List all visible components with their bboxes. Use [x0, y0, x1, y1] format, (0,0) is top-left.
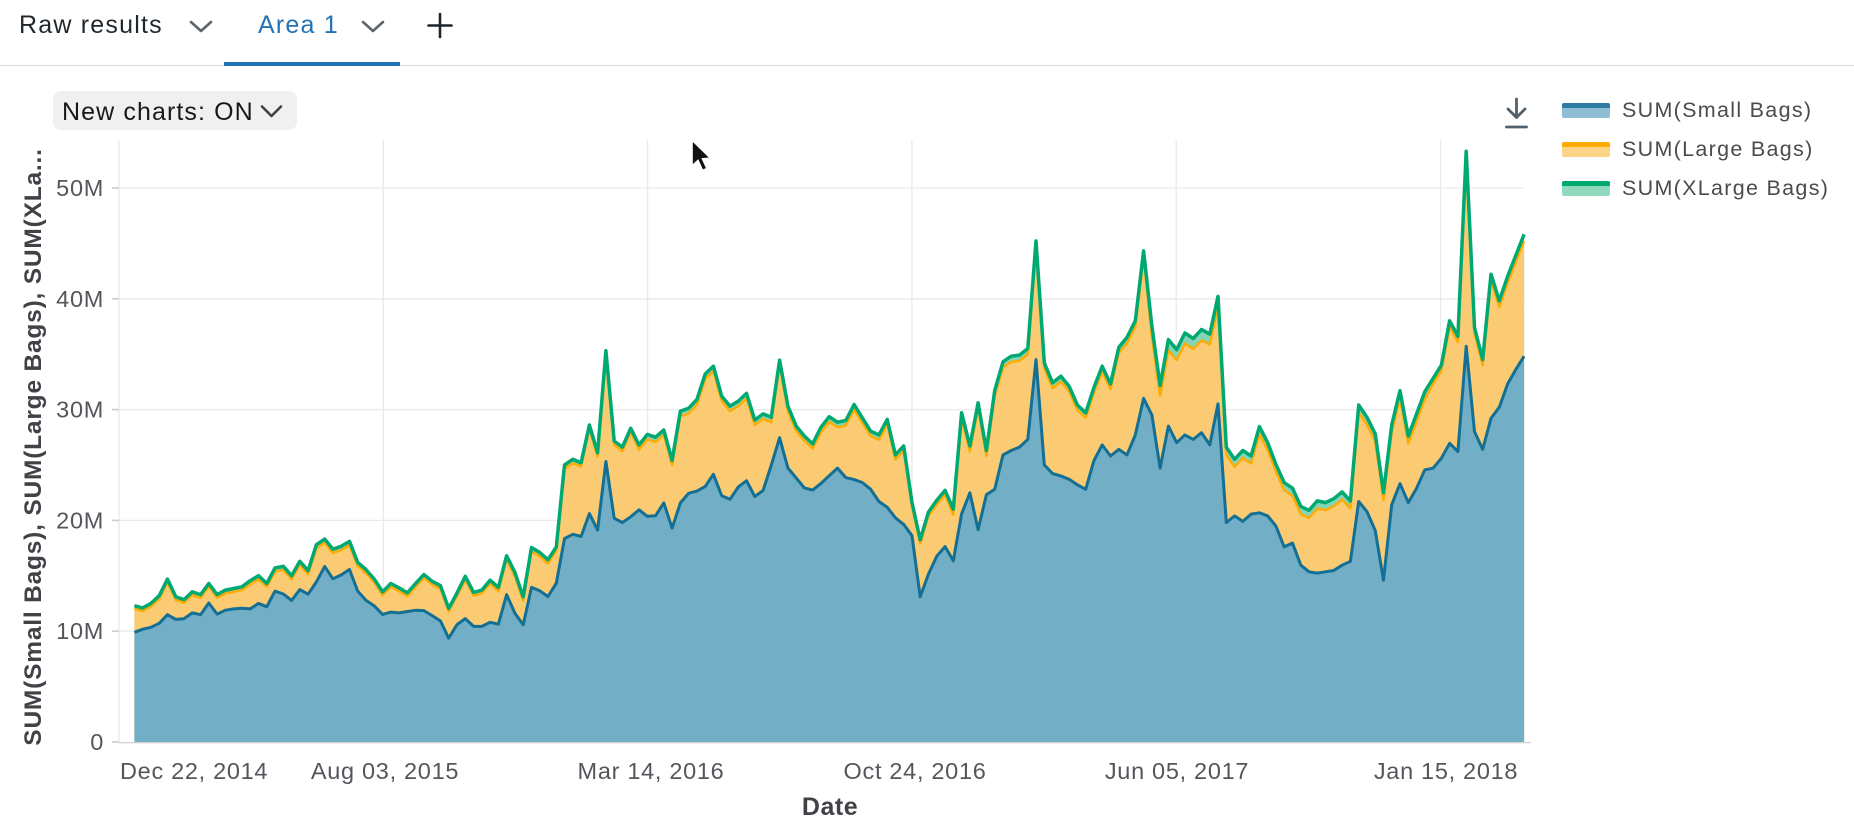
- svg-text:Mar 14, 2016: Mar 14, 2016: [578, 758, 725, 784]
- svg-text:Dec 22, 2014: Dec 22, 2014: [120, 758, 268, 784]
- svg-text:10M: 10M: [56, 618, 104, 644]
- svg-text:30M: 30M: [56, 397, 104, 423]
- svg-text:0: 0: [90, 729, 104, 755]
- svg-text:Date: Date: [802, 793, 858, 821]
- svg-text:Oct 24, 2016: Oct 24, 2016: [844, 758, 987, 784]
- svg-text:Aug 03, 2015: Aug 03, 2015: [311, 758, 459, 784]
- svg-text:20M: 20M: [56, 507, 104, 533]
- svg-text:Jan 15, 2018: Jan 15, 2018: [1374, 758, 1518, 784]
- svg-text:SUM(Small Bags), SUM(Large Bag: SUM(Small Bags), SUM(Large Bags), SUM(XL…: [20, 148, 47, 745]
- svg-text:50M: 50M: [56, 175, 104, 201]
- svg-text:40M: 40M: [56, 286, 104, 312]
- svg-text:Jun 05, 2017: Jun 05, 2017: [1105, 758, 1249, 784]
